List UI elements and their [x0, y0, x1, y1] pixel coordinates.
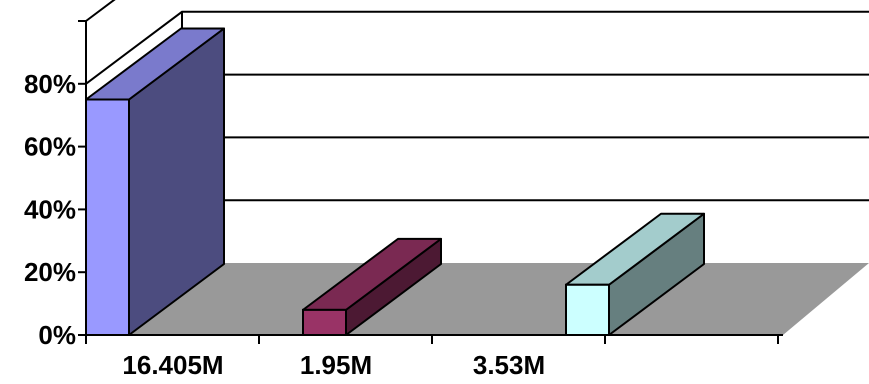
category-label: 1.95M: [300, 350, 372, 380]
bar-front-face: [302, 308, 347, 337]
y-tick-label: 0%: [38, 320, 76, 350]
bar-front-face: [85, 98, 130, 336]
y-tick-label: 20%: [24, 257, 76, 287]
category-label: 16.405M: [122, 350, 223, 380]
bar-3: [565, 212, 705, 337]
y-tick-label: 60%: [24, 132, 76, 162]
bar-front-face: [565, 283, 610, 337]
labels: 0% 20% 40% 60% 80% 16.405M 1.95M 3.53M: [24, 69, 545, 380]
gridline: [85, 10, 869, 85]
y-tick-label: 40%: [24, 194, 76, 224]
bars: [85, 27, 705, 337]
category-label: 3.53M: [473, 350, 545, 380]
bar-2: [302, 237, 442, 337]
bar-1: [85, 27, 225, 336]
y-tick-label: 80%: [24, 69, 76, 99]
